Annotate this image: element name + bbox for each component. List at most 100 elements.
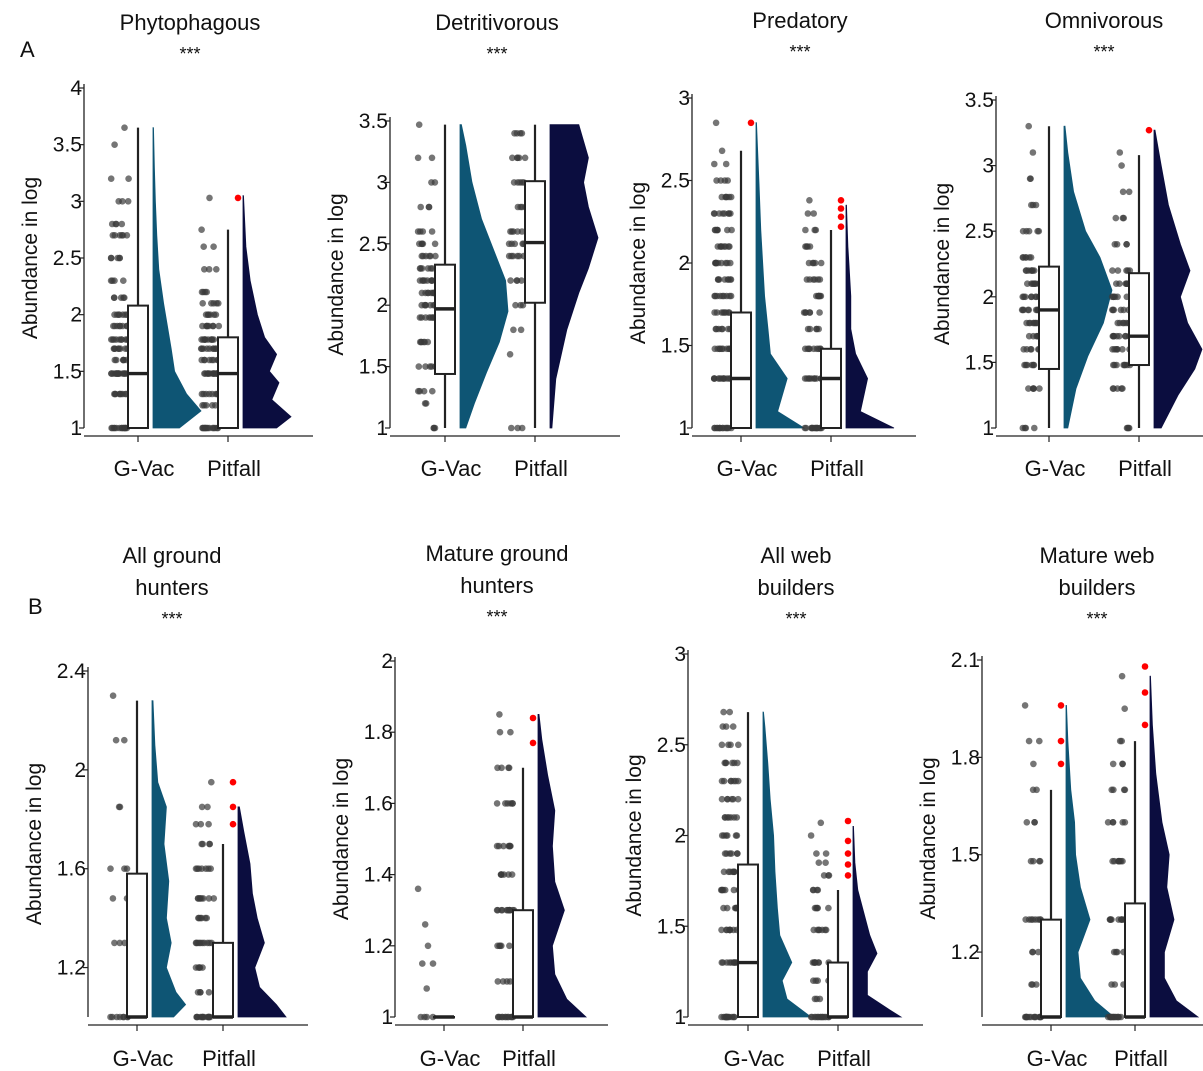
data-point [116,803,124,811]
data-point [418,301,426,309]
y-tick-label: 2 [674,825,686,848]
panel-1: Phytophagous *** 1 1.5 2 2.5 3 3.5 4 Abundance in… [19,10,313,481]
data-point [198,226,205,233]
y-tick-label: 3.5 [359,110,388,133]
data-point [1031,424,1038,432]
data-point [215,322,223,330]
data-point [1112,214,1120,222]
data-point [510,179,518,186]
data-point [493,800,501,807]
series-g-vac [107,692,187,1021]
outlier-point [229,778,237,786]
data-point [723,904,731,912]
data-point [1025,385,1032,392]
data-point [817,819,825,827]
data-point [121,736,128,744]
data-point [804,325,812,333]
y-tick-label: 2 [70,304,82,327]
x-tick-label: Pitfall [817,1046,871,1071]
data-point [722,309,730,316]
outlier-point [1057,760,1065,768]
x-tick-label: G-Vac [1025,456,1086,481]
outlier-point [1141,663,1149,670]
data-point [123,232,131,239]
series-g-vac [1021,702,1116,1021]
data-point [711,226,719,234]
data-point [1033,786,1040,794]
outlier-point [844,872,852,879]
data-point [728,226,735,234]
data-point [210,895,218,902]
data-point [720,868,728,876]
data-point [1114,267,1122,274]
data-point [198,914,205,922]
outlier-point [837,197,845,204]
data-point [714,243,722,250]
data-point [198,288,206,296]
data-point [209,322,217,330]
data-point [507,728,514,736]
series-pitfall [197,194,292,432]
density-cloud [1149,675,1200,1018]
outlier-point [229,820,237,828]
data-point [115,198,122,205]
data-point [715,325,722,333]
data-point [1027,175,1034,182]
y-axis-label: Abundance in log [627,182,650,344]
data-point [815,292,822,300]
data-point [810,926,817,934]
outlier-point [1057,702,1065,709]
outlier-point [837,205,845,212]
data-point [1023,819,1031,826]
data-point [734,795,742,803]
panel-title: hunters [135,575,208,600]
data-point [113,370,120,377]
data-point [1104,819,1112,826]
data-point [209,345,217,353]
data-point [725,741,732,749]
outlier-point [529,714,537,722]
y-tick-label: 1.4 [364,864,394,887]
panel-title: All ground [122,543,221,568]
box [1124,902,1146,1019]
data-point [1028,201,1035,209]
data-point [107,254,115,262]
data-point [498,871,505,878]
data-point [719,424,727,432]
y-tick-label: 1.5 [359,356,388,379]
data-point [213,300,220,307]
data-point [1121,361,1128,369]
data-point [210,243,217,250]
data-point [810,276,817,283]
data-point [205,820,212,828]
y-tick-label: 1.5 [53,360,82,383]
x-tick-label: G-Vac [420,1046,481,1071]
data-point [724,325,732,333]
panel-5: All ground hunters *** 1.2 1.6 2 2.4 Abundance … [23,543,308,1071]
x-tick-label: G-Vac [421,456,482,481]
significance-stars: *** [179,44,200,64]
data-point [508,424,515,432]
data-point [735,741,742,749]
data-point [514,154,521,162]
data-point [417,1013,425,1021]
data-point [1023,1013,1030,1021]
data-point [495,1013,502,1021]
panel-title: Omnivorous [1045,8,1164,33]
data-point [505,842,512,850]
data-point [1109,267,1116,274]
data-point [810,210,817,217]
y-tick-label: 3 [982,155,994,178]
data-point [125,175,132,182]
data-point [199,424,206,432]
data-point [113,424,120,432]
box [126,872,148,1019]
series-pitfall [1108,126,1203,432]
data-point [727,259,734,267]
data-point [711,160,718,168]
data-point [506,942,513,950]
panel-title: Mature ground [425,541,568,566]
y-axis-label: Abundance in log [931,183,954,345]
panel-title: Detritivorous [435,10,558,35]
data-point [121,294,128,302]
